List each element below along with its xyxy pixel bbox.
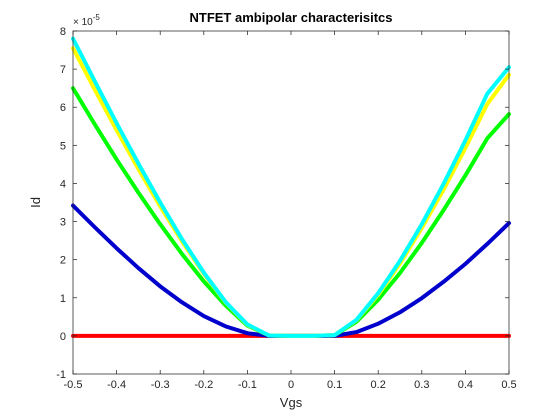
chart-title: NTFET ambipolar characterisitcs xyxy=(189,10,392,25)
y-tick-label: 1 xyxy=(60,293,66,305)
series-line-5 xyxy=(71,36,511,338)
y-tick-label: 8 xyxy=(60,26,66,38)
x-tick-label: 0.2 xyxy=(371,379,386,391)
y-tick-label: 6 xyxy=(60,102,66,114)
y-tick-label: 5 xyxy=(60,140,66,152)
x-tick-label: 0.4 xyxy=(458,379,473,391)
x-tick-label: -0.4 xyxy=(107,379,126,391)
y-tick-label: 4 xyxy=(60,178,66,190)
x-tick-label: -0.2 xyxy=(194,379,213,391)
x-tick-label: 0 xyxy=(288,379,294,391)
x-tick-label: -0.5 xyxy=(64,379,83,391)
y-tick-label: 7 xyxy=(60,64,66,76)
y-axis-exponent-label: × 10-5 xyxy=(73,13,100,28)
x-tick-label: 0.5 xyxy=(501,379,516,391)
plot-area xyxy=(73,31,509,374)
y-axis-exponent-power: -5 xyxy=(93,13,101,22)
y-tick-label: 0 xyxy=(60,331,66,343)
y-tick-label: 3 xyxy=(60,217,66,229)
x-tick-label: -0.1 xyxy=(238,379,257,391)
y-axis-exponent-base: × 10 xyxy=(73,17,93,28)
series-layer xyxy=(71,36,511,338)
y-tick-label: -1 xyxy=(56,369,66,381)
x-axis: -0.5 -0.4 -0.3 -0.2 -0.1 0 0.1 0.2 0.3 0.4 0.5 xyxy=(64,31,517,391)
x-tick-label: -0.3 xyxy=(151,379,170,391)
x-tick-label: 0.1 xyxy=(327,379,342,391)
y-axis-label: Id xyxy=(28,197,43,208)
x-tick-label: 0.3 xyxy=(414,379,429,391)
x-axis-label: Vgs xyxy=(280,395,303,410)
y-axis: -1 0 1 2 3 4 5 6 7 8 xyxy=(56,26,509,381)
y-tick-label: 2 xyxy=(60,255,66,267)
